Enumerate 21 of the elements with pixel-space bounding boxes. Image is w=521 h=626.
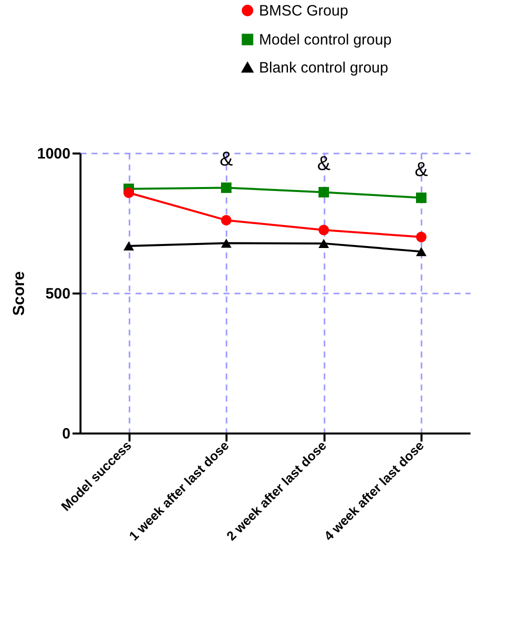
point — [416, 247, 426, 256]
annotation: & — [414, 158, 429, 181]
y-tick-label: 1000 — [37, 146, 70, 162]
point — [221, 238, 232, 248]
point — [318, 224, 329, 236]
point — [318, 238, 329, 248]
y-tick-label: 500 — [45, 286, 70, 302]
legend-label: BMSC Group — [259, 2, 348, 20]
y-tick-label: 0 — [62, 426, 70, 442]
legend-label: Model control group — [259, 32, 392, 48]
point — [124, 241, 134, 250]
point — [124, 188, 134, 198]
point — [318, 186, 329, 198]
legend-label: Blank control group — [259, 60, 388, 76]
annotation: & — [220, 148, 234, 171]
point — [416, 232, 426, 242]
annotation: & — [317, 153, 332, 176]
point — [221, 182, 232, 193]
point — [416, 192, 426, 204]
y-axis-title: Score — [11, 271, 28, 316]
point — [221, 214, 232, 226]
